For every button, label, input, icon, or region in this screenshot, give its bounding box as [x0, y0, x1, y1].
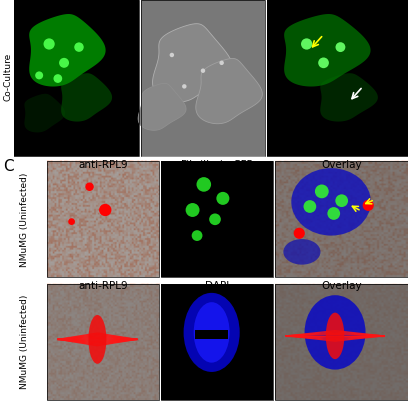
Circle shape [318, 58, 329, 68]
Text: Overlay: Overlay [322, 160, 362, 170]
Bar [161, 161, 273, 277]
Text: NMuMG (Uninfected): NMuMG (Uninfected) [20, 295, 29, 389]
Bar [275, 161, 408, 277]
Bar [161, 284, 273, 400]
Circle shape [44, 38, 55, 50]
Circle shape [327, 207, 340, 220]
Bar [14, 0, 139, 157]
Bar [141, 0, 265, 157]
Text: Co-Culture: Co-Culture [4, 53, 13, 101]
Bar [47, 161, 159, 277]
Bar [275, 284, 408, 400]
Circle shape [170, 53, 174, 57]
Circle shape [301, 38, 312, 50]
Bar [47, 161, 159, 277]
Circle shape [68, 218, 75, 225]
Bar [47, 284, 159, 400]
Bar [14, 0, 139, 157]
Text: anti-RPL9: anti-RPL9 [78, 281, 128, 291]
Polygon shape [138, 83, 186, 130]
Polygon shape [24, 94, 65, 133]
Circle shape [192, 230, 202, 241]
Circle shape [186, 203, 200, 217]
Bar [195, 330, 228, 339]
Text: Fibrillarin-CFP: Fibrillarin-CFP [182, 160, 253, 170]
Polygon shape [29, 14, 106, 86]
Circle shape [74, 42, 84, 52]
Circle shape [201, 69, 205, 73]
Circle shape [197, 177, 211, 192]
Circle shape [53, 74, 62, 83]
Ellipse shape [304, 295, 366, 370]
Bar [275, 284, 408, 400]
Circle shape [85, 182, 94, 191]
Ellipse shape [291, 168, 371, 235]
Circle shape [220, 61, 224, 65]
Polygon shape [153, 24, 233, 102]
Circle shape [99, 204, 111, 216]
Bar [267, 0, 408, 157]
Polygon shape [196, 58, 262, 124]
Bar [267, 0, 408, 157]
Circle shape [335, 194, 348, 207]
Circle shape [335, 42, 345, 52]
Text: anti-RPL9: anti-RPL9 [78, 160, 128, 170]
Circle shape [216, 192, 229, 205]
Bar [141, 0, 265, 157]
Text: NMuMG (Uninfected): NMuMG (Uninfected) [20, 172, 29, 267]
Text: DAPI: DAPI [205, 281, 229, 291]
Circle shape [182, 84, 186, 89]
Ellipse shape [194, 302, 230, 363]
Ellipse shape [184, 293, 240, 372]
Ellipse shape [89, 315, 106, 364]
Ellipse shape [283, 239, 321, 265]
Polygon shape [320, 73, 378, 122]
Circle shape [59, 58, 69, 68]
Circle shape [35, 71, 43, 80]
Bar [47, 284, 159, 400]
Circle shape [363, 200, 374, 211]
Circle shape [304, 200, 316, 213]
Circle shape [294, 228, 305, 239]
Text: C: C [3, 159, 14, 174]
Text: Overlay: Overlay [322, 281, 362, 291]
Circle shape [315, 184, 329, 198]
Bar [161, 161, 273, 277]
Bar [141, 0, 265, 157]
Polygon shape [284, 14, 370, 86]
Circle shape [209, 213, 221, 225]
Ellipse shape [326, 313, 344, 359]
Bar [275, 161, 408, 277]
Bar [161, 284, 273, 400]
Polygon shape [61, 73, 112, 122]
